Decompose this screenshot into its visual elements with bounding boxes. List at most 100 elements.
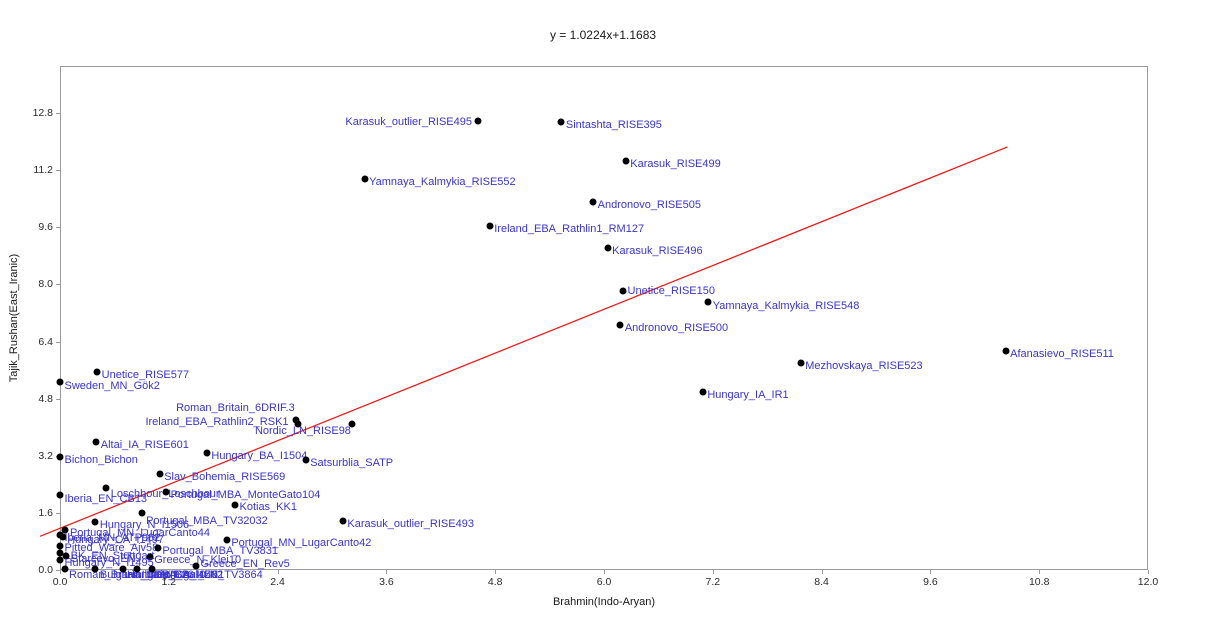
data-point bbox=[302, 456, 310, 464]
data-point bbox=[474, 117, 482, 125]
point-label: Portugal_LN_TV3864 bbox=[156, 568, 263, 581]
y-axis-tick-label: 1.6 bbox=[38, 506, 53, 519]
data-point bbox=[91, 565, 99, 573]
point-label: Roman_Britain_6DRIF.3 bbox=[176, 401, 295, 414]
point-label: Yamnaya_Kalmykia_RISE552 bbox=[369, 176, 516, 189]
point-label: Portugal_MN_LugarCanto44 bbox=[69, 527, 210, 540]
point-label: Iberia_EN_CB13 bbox=[64, 493, 148, 506]
data-point bbox=[619, 287, 627, 295]
data-point bbox=[292, 416, 300, 424]
y-axis-tick bbox=[56, 284, 60, 286]
point-label: Roman_Britain_3DRIF.26 bbox=[69, 569, 194, 582]
point-label: Portugal_MBA_MonteGato104 bbox=[170, 488, 321, 501]
x-axis-title: Brahmin(Indo-Aryan) bbox=[552, 596, 656, 608]
y-axis-tick bbox=[56, 170, 60, 172]
point-label: Bulgaria_MLBA_Bul4 bbox=[99, 569, 205, 582]
point-label: Hungary_BA_I1504 bbox=[211, 449, 308, 462]
x-axis-tick-label: 0.0 bbox=[52, 576, 68, 588]
point-label: Portugal_MBA_TV3831 bbox=[162, 544, 278, 557]
x-axis-tick-label: 8.4 bbox=[814, 576, 829, 588]
point-label: Unetice_RISE577 bbox=[101, 368, 190, 381]
x-axis-tick-label: 2.4 bbox=[270, 576, 285, 588]
y-axis-tick-label: 0.0 bbox=[38, 564, 53, 576]
point-label: Bichon_Bichon bbox=[64, 453, 138, 466]
x-axis-tick-label: 1.2 bbox=[161, 576, 177, 588]
point-label: Hungary_N_I1506 bbox=[99, 518, 190, 531]
data-point bbox=[138, 509, 146, 517]
data-point bbox=[59, 533, 67, 541]
point-label: Karasuk_outlier_RISE493 bbox=[347, 518, 474, 531]
point-label: Ireland_EBA_Rathlin2_RSK1 bbox=[145, 415, 289, 428]
point-label: Andronovo_RISE500 bbox=[624, 322, 729, 335]
data-point bbox=[223, 536, 231, 544]
point-label: Starcevo_EN bbox=[70, 552, 136, 565]
data-point bbox=[92, 438, 100, 446]
x-axis-tick bbox=[60, 570, 61, 574]
y-axis-tick-label: 6.4 bbox=[38, 335, 53, 348]
data-point bbox=[93, 368, 101, 376]
point-label: Unetice_RISE150 bbox=[627, 284, 715, 297]
y-axis-tick bbox=[56, 570, 60, 571]
x-axis-tick bbox=[277, 570, 279, 574]
x-axis-tick bbox=[495, 570, 497, 574]
y-axis-title: Tajik_Rushan(East_Iranic) bbox=[8, 253, 20, 383]
y-axis-tick bbox=[56, 398, 60, 400]
point-label: Karasuk_RISE499 bbox=[630, 158, 721, 171]
data-point bbox=[146, 553, 154, 561]
data-point bbox=[339, 517, 347, 525]
y-axis-tick-label: 12.8 bbox=[32, 107, 53, 120]
point-label: Sweden_MN_Gök2 bbox=[64, 379, 160, 392]
point-label: Pitted_Ware_Ajv58 bbox=[64, 542, 159, 555]
point-label: Kotias_KK1 bbox=[239, 501, 297, 514]
x-axis-tick bbox=[712, 570, 714, 574]
data-point bbox=[699, 388, 707, 396]
data-point bbox=[622, 157, 630, 165]
data-point bbox=[203, 449, 211, 457]
data-point bbox=[91, 518, 99, 526]
point-label: Mezhovskaya_RISE523 bbox=[805, 359, 923, 372]
point-label: Greece_EN_Rev5 bbox=[200, 558, 290, 571]
y-axis-tick-label: 9.6 bbox=[38, 221, 53, 234]
y-axis-tick-label: 3.2 bbox=[38, 449, 53, 462]
point-label: Ireland_EBA_Rathlin1_RM127 bbox=[494, 223, 645, 236]
data-point bbox=[62, 552, 70, 560]
x-axis-tick-label: 6.0 bbox=[596, 576, 612, 588]
data-point bbox=[797, 359, 805, 367]
data-point bbox=[486, 222, 494, 230]
data-point bbox=[294, 420, 302, 428]
point-label: Afanasievo_RISE511 bbox=[1010, 348, 1114, 361]
data-point bbox=[616, 321, 624, 329]
data-point bbox=[557, 118, 565, 126]
point-label: Nordic_LN_RISE98 bbox=[254, 424, 351, 437]
point-label: Slav_Bohemia_RISE569 bbox=[164, 470, 286, 483]
x-axis-tick-label: 7.2 bbox=[705, 576, 721, 588]
point-label: Yamnaya_Kalmykia_RISE548 bbox=[712, 300, 860, 313]
point-label: Hungary_IA_IR1 bbox=[707, 388, 789, 401]
data-point bbox=[56, 453, 64, 461]
chart-title: y = 1.0224x+1.1683 bbox=[549, 28, 657, 42]
data-point bbox=[102, 484, 110, 492]
point-label: Andronovo_RISE505 bbox=[597, 199, 701, 212]
y-axis-tick bbox=[56, 341, 60, 343]
point-label: Iberia_MN_ATP982 bbox=[64, 532, 161, 545]
data-point bbox=[156, 470, 164, 478]
point-label: LBK_EN_Stuttgart bbox=[64, 549, 155, 562]
point-label: Sintashta_RISE395 bbox=[565, 119, 662, 132]
y-axis-tick-label: 4.8 bbox=[38, 392, 53, 405]
data-point bbox=[119, 565, 127, 573]
x-axis-tick-label: 10.8 bbox=[1028, 576, 1050, 588]
point-label: Karasuk_RISE496 bbox=[612, 245, 703, 258]
y-axis-tick-label: 11.2 bbox=[33, 164, 53, 177]
x-axis-tick bbox=[386, 570, 388, 574]
point-label: Hungary_CA_I1497 bbox=[67, 534, 164, 547]
x-axis-tick bbox=[930, 570, 932, 574]
x-axis-tick-label: 4.8 bbox=[487, 576, 503, 588]
x-axis-tick-label: 12.0 bbox=[1137, 576, 1159, 588]
data-point bbox=[61, 565, 69, 573]
data-point bbox=[56, 542, 64, 550]
x-axis-tick bbox=[1039, 570, 1041, 574]
x-axis-tick-label: 3.6 bbox=[379, 576, 394, 588]
data-point bbox=[704, 298, 712, 306]
y-axis-tick-label: 8.0 bbox=[38, 278, 53, 291]
x-axis-tick bbox=[168, 570, 170, 574]
